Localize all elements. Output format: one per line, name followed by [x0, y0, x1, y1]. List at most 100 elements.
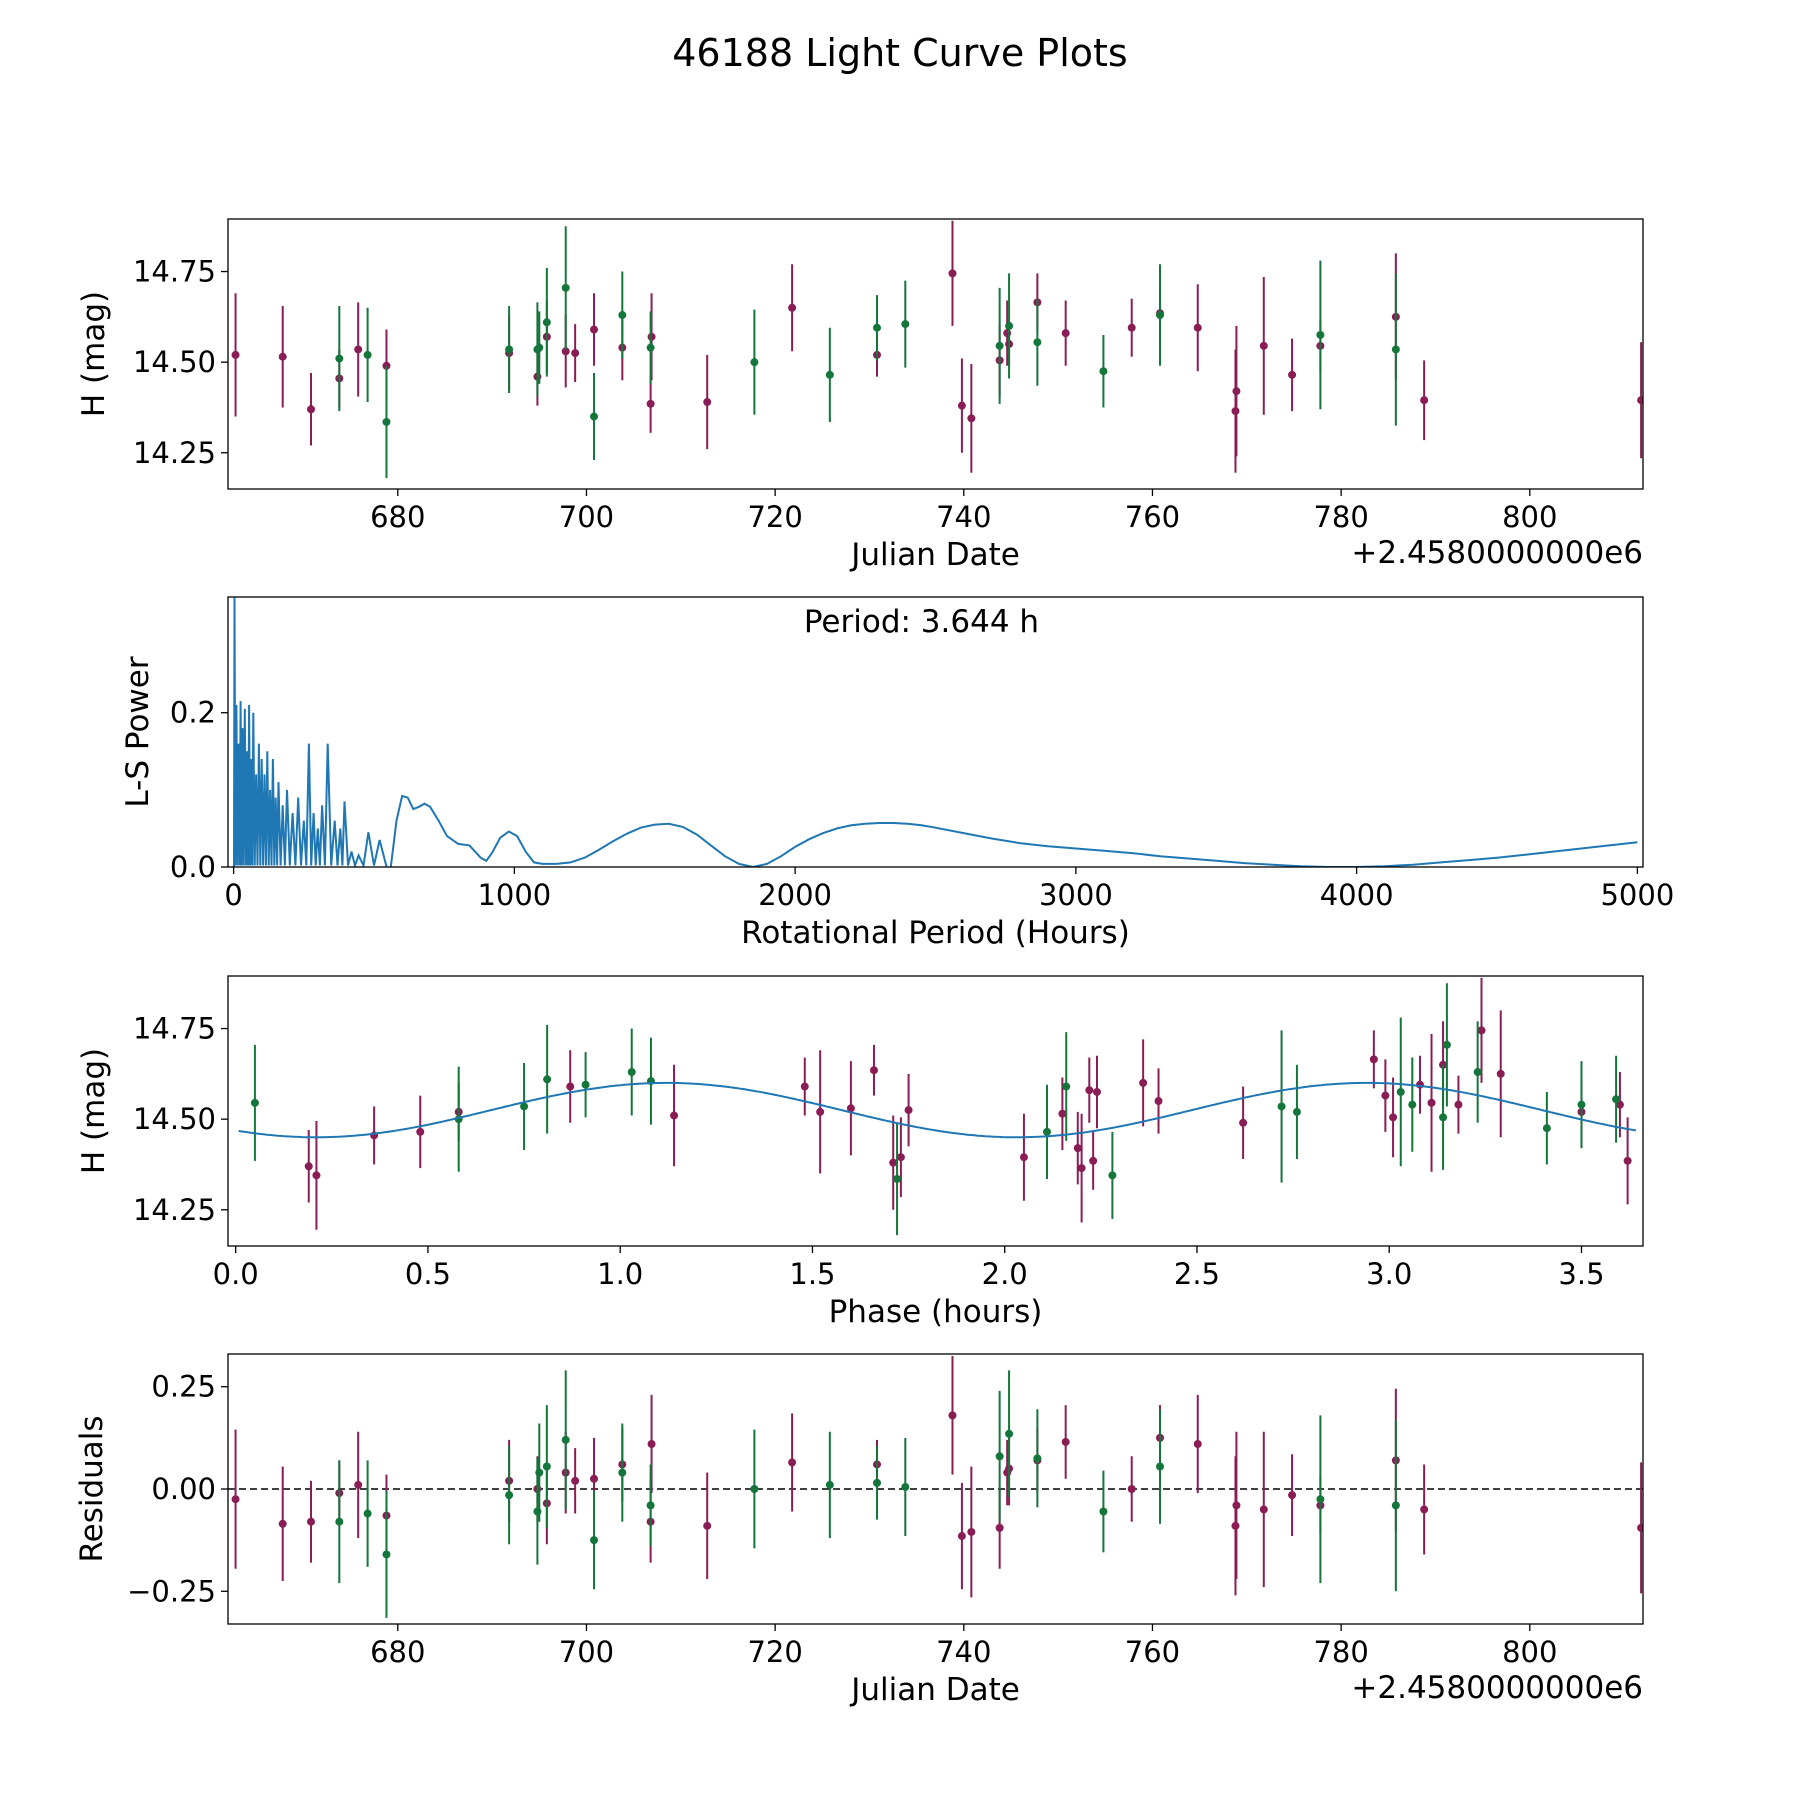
data-point — [646, 343, 655, 352]
data-point — [995, 341, 1004, 350]
data-point — [1389, 1113, 1398, 1122]
x-tick-label: 3.5 — [1558, 1257, 1604, 1291]
data-point — [581, 1080, 590, 1089]
data-point — [1454, 1100, 1463, 1109]
data-point — [354, 345, 363, 354]
x-tick-label: 740 — [936, 500, 991, 534]
x-tick-label: 2.0 — [982, 1257, 1028, 1291]
data-point — [571, 349, 580, 358]
data-point — [1193, 1440, 1202, 1448]
data-point — [382, 1550, 391, 1559]
y-axis-label: H (mag) — [76, 291, 112, 417]
data-point — [542, 318, 551, 327]
data-point — [1033, 1454, 1042, 1463]
phased-axes-frame — [227, 975, 1644, 1247]
data-point — [1477, 1026, 1486, 1035]
data-point — [788, 303, 797, 312]
data-point — [901, 1482, 910, 1491]
data-point — [1496, 1069, 1505, 1078]
data-point — [543, 1075, 552, 1084]
data-point — [1292, 1107, 1301, 1116]
data-point — [1288, 370, 1297, 379]
y-tick-label: 0.2 — [170, 696, 216, 730]
x-tick-label: 800 — [1502, 1635, 1557, 1669]
x-axis-label: Rotational Period (Hours) — [741, 915, 1130, 951]
data-point — [1139, 1078, 1148, 1087]
data-point — [1061, 329, 1070, 338]
y-axis-label: L-S Power — [120, 656, 156, 807]
data-point — [750, 358, 759, 367]
data-point — [1077, 1164, 1086, 1173]
data-point — [1391, 1501, 1400, 1510]
data-point — [825, 370, 834, 379]
y-tick-label: 14.25 — [133, 436, 216, 470]
data-point — [948, 1411, 957, 1420]
data-point — [1381, 1091, 1390, 1100]
data-point — [1396, 1087, 1405, 1096]
x-tick-label: 680 — [370, 1635, 425, 1669]
data-point — [1043, 1127, 1052, 1136]
data-point — [618, 1468, 627, 1477]
y-tick-label: 0.25 — [151, 1370, 216, 1404]
data-point — [703, 398, 712, 407]
residuals-panel: 680 700 720 740 760 780 800 −0.25 0.00 0.25 Julian… — [74, 1353, 1644, 1708]
data-point — [750, 1485, 759, 1493]
x-tick-label: 0 — [224, 878, 242, 912]
data-point — [1099, 367, 1108, 376]
data-point — [1099, 1507, 1108, 1516]
data-point — [312, 1171, 321, 1180]
x-tick-label: 2000 — [758, 878, 832, 912]
data-point — [670, 1111, 679, 1120]
data-point — [535, 343, 544, 352]
y-tick-label: 14.50 — [133, 345, 216, 379]
period-annotation: Period: 3.644 h — [804, 604, 1039, 640]
data-point — [335, 354, 344, 363]
data-point — [1073, 1144, 1082, 1153]
data-point — [825, 1480, 834, 1489]
data-point — [1637, 396, 1643, 405]
data-point — [967, 414, 976, 423]
data-point — [278, 352, 287, 361]
x-tick-label: 720 — [747, 500, 802, 534]
data-point — [1005, 1429, 1014, 1438]
data-point — [1259, 1505, 1268, 1514]
x-tick-label: 1000 — [477, 878, 551, 912]
data-point — [1085, 1086, 1094, 1095]
data-point — [1239, 1118, 1248, 1127]
x-offset-label: +2.4580000000e6 — [1351, 1670, 1643, 1706]
data-point — [1442, 1040, 1451, 1049]
data-point — [873, 1478, 882, 1487]
data-point — [1156, 311, 1165, 320]
data-point — [590, 325, 599, 334]
data-point — [231, 350, 240, 359]
data-point — [800, 1082, 809, 1091]
data-point — [1033, 338, 1042, 347]
data-point — [788, 1458, 797, 1467]
data-point — [1408, 1100, 1417, 1109]
data-point — [231, 1495, 240, 1504]
y-tick-label: 0.00 — [151, 1472, 216, 1506]
data-point — [505, 345, 514, 354]
x-tick-label: 3.0 — [1366, 1257, 1412, 1291]
x-offset-label: +2.4580000000e6 — [1351, 535, 1643, 571]
data-point — [535, 1468, 544, 1477]
x-tick-label: 780 — [1313, 1635, 1368, 1669]
data-point — [590, 1474, 599, 1483]
data-point — [873, 323, 882, 332]
data-point — [957, 401, 966, 410]
data-point — [627, 1068, 636, 1077]
data-point — [901, 320, 910, 329]
data-point — [1156, 1462, 1165, 1471]
data-point — [520, 1102, 529, 1111]
data-point — [278, 1519, 287, 1528]
data-point — [1623, 1156, 1632, 1165]
data-point — [948, 269, 957, 278]
data-point — [542, 1462, 551, 1471]
data-point — [1108, 1171, 1117, 1180]
data-point — [647, 1440, 656, 1448]
x-tick-label: 0.5 — [405, 1257, 451, 1291]
data-point — [566, 1082, 575, 1091]
data-point — [416, 1127, 425, 1136]
data-point — [382, 417, 391, 426]
